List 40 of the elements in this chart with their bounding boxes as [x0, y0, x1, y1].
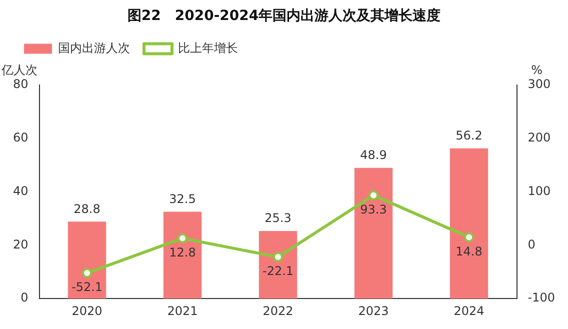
y-tick-label: 40 [12, 184, 28, 198]
point [178, 233, 188, 244]
bar [354, 168, 393, 299]
y2-tick-label: 100 [528, 184, 551, 198]
y-tick-label: 80 [12, 76, 28, 91]
data-label: 93.3 [360, 202, 387, 216]
data-label: 12.8 [169, 245, 196, 260]
legend-label: 国内出游人次 [58, 40, 130, 55]
y-tick-label: 20 [12, 237, 28, 252]
point [82, 268, 92, 278]
bar [450, 148, 488, 299]
y2-tick-label: -100 [528, 290, 555, 305]
chart-title: 图22 2020-2024年国内出游人次及其增长速度 [127, 7, 441, 24]
y2-axis-title: % [531, 62, 542, 77]
x-tick-label: 2023 [358, 304, 389, 318]
y-axis-title: 亿人次 [0, 62, 38, 77]
bar [163, 212, 202, 299]
point [368, 190, 379, 200]
bar [68, 222, 106, 299]
y-tick-label: 60 [12, 130, 28, 144]
y2-tick-label: 0 [528, 237, 536, 252]
data-label: 14.8 [456, 244, 482, 258]
point [273, 252, 284, 262]
data-label: 28.8 [74, 202, 100, 216]
y2-tick-label: 200 [528, 130, 551, 144]
x-tick-label: 2024 [454, 304, 484, 318]
bar [258, 230, 298, 299]
x-tick-label: 2021 [167, 304, 198, 318]
y2-tick-label: 300 [528, 76, 551, 91]
data-label: 25.3 [264, 211, 292, 226]
x-tick-label: 2022 [262, 304, 294, 318]
y-tick-label: 0 [20, 290, 28, 305]
data-label: -22.1 [262, 264, 294, 278]
point [464, 232, 474, 242]
data-label: 48.9 [360, 148, 387, 162]
legend-label: 比上年增长 [178, 40, 238, 55]
data-label: -52.1 [71, 280, 103, 294]
x-tick-label: 2020 [72, 304, 102, 318]
data-label: 56.2 [456, 128, 482, 143]
data-label: 32.5 [169, 192, 196, 206]
